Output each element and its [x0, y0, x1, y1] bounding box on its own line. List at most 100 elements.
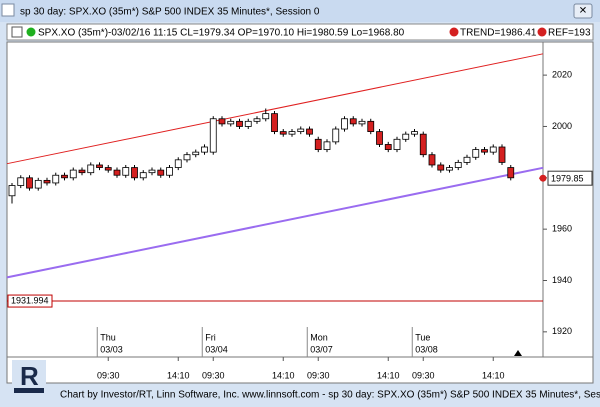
candle-body [507, 167, 515, 179]
candle-body [358, 120, 366, 125]
trend-line [6, 166, 544, 279]
candle-body [428, 154, 436, 166]
candle-body [253, 118, 261, 122]
candle-body [34, 179, 42, 189]
x-tick-label: 14:10 [482, 370, 505, 380]
ref-icon [537, 27, 547, 37]
candle-body [87, 164, 95, 174]
candle-body [454, 162, 462, 168]
y-tick-label: 2000 [552, 121, 572, 131]
candle-body [104, 167, 112, 171]
candle-body [96, 164, 103, 168]
window-icon [1, 3, 15, 17]
day-date: 03/07 [310, 344, 333, 354]
footer-text: Chart by Investor/RT, Linn Software, Inc… [60, 390, 600, 401]
menu-box[interactable] [11, 26, 23, 38]
svg-text:R: R [20, 361, 39, 391]
level-label: 1931.994 [11, 295, 49, 305]
x-tick-label: 14:10 [272, 370, 295, 380]
x-tick-label: 14:10 [167, 370, 190, 380]
trend-line [6, 53, 544, 165]
day-date: 03/03 [100, 344, 123, 354]
day-label: Tue [415, 332, 430, 342]
candle-body [314, 138, 322, 150]
candle-body [279, 131, 287, 135]
ref-text: REF=193 [548, 28, 591, 39]
candle-body [78, 169, 86, 174]
candle-body [271, 113, 278, 132]
logo: R [12, 360, 46, 402]
x-axis-area [6, 356, 594, 384]
last-price-marker [539, 174, 547, 182]
candle-body [489, 146, 497, 153]
day-label: Mon [310, 332, 328, 342]
candle-body [341, 118, 348, 130]
candle-body [209, 118, 217, 153]
candle-body [122, 167, 130, 176]
last-price-box [547, 170, 593, 186]
candle-body [192, 151, 200, 156]
candle-body [419, 133, 427, 156]
candle-body [411, 131, 418, 135]
candle-body [113, 169, 121, 176]
candle-body [26, 177, 33, 189]
candle-body [402, 133, 410, 140]
candle-body [174, 159, 182, 168]
candle-body [306, 128, 313, 135]
candle-body [61, 174, 68, 179]
x-tick-label: 14:10 [377, 370, 400, 380]
day-date: 03/04 [205, 344, 228, 354]
y-tick-label: 1960 [552, 224, 572, 234]
header-text: SPX.XO (35m*)-03/02/16 11:15 CL=1979.34 … [38, 28, 405, 39]
candle-body [8, 185, 16, 197]
day-label: Thu [100, 332, 116, 342]
candle-body [288, 131, 296, 135]
candle-body [349, 118, 357, 125]
candle-body [244, 120, 252, 127]
candle-body [498, 146, 506, 163]
candle-body [157, 169, 165, 176]
day-date: 03/08 [415, 344, 438, 354]
y-axis-area [542, 41, 594, 358]
y-tick-label: 1940 [552, 275, 572, 285]
candle-body [236, 120, 243, 127]
candle-body [183, 154, 191, 161]
day-label: Fri [205, 332, 216, 342]
scroll-marker [514, 350, 522, 356]
trend-icon [449, 27, 459, 37]
last-price-label: 1979.85 [551, 174, 584, 184]
candle-body [393, 138, 401, 150]
header-icon [26, 27, 36, 37]
candle-body [166, 167, 173, 176]
level-label-box [7, 294, 53, 308]
title-bar [0, 0, 600, 22]
candle-body [227, 120, 235, 125]
header-strip [6, 23, 594, 41]
candle-body [472, 149, 480, 158]
candle-body [43, 179, 51, 184]
candle-body [139, 172, 147, 179]
candle-body [437, 164, 445, 171]
candle-body [323, 141, 331, 150]
x-tick-label: 09:30 [307, 370, 330, 380]
candle-body [52, 174, 60, 184]
candle-body [463, 156, 471, 163]
candle-body [481, 149, 488, 153]
candle-body [384, 144, 392, 150]
candle-body [131, 167, 138, 179]
candle-body [262, 113, 270, 120]
candle-body [446, 167, 453, 171]
close-icon: ✕ [579, 6, 587, 17]
candle-body [332, 128, 340, 143]
candle-body [297, 128, 305, 132]
candle-body [376, 131, 383, 145]
y-tick-label: 2020 [552, 69, 572, 79]
x-tick-label: 09:30 [97, 370, 120, 380]
candle-body [218, 118, 226, 125]
candle-body [69, 169, 77, 179]
trend-text: TREND=1986.41 [460, 28, 537, 39]
candle-body [201, 146, 208, 153]
x-tick-label: 09:30 [412, 370, 435, 380]
close-button[interactable] [573, 3, 593, 19]
